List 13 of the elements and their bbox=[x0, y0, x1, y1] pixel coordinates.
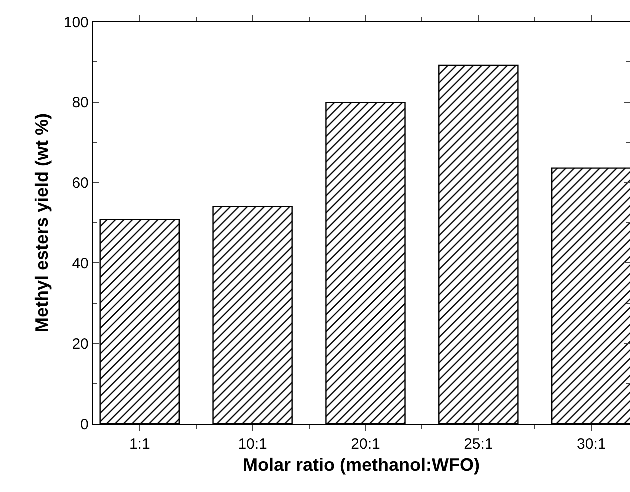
x-tick-label: 20:1 bbox=[351, 436, 380, 454]
x-axis-title: Molar ratio (methanol:WFO) bbox=[243, 455, 480, 476]
y-tick-label: 100 bbox=[64, 14, 89, 32]
y-tick-label: 40 bbox=[72, 255, 89, 272]
y-axis-title: Methyl esters yield (wt %) bbox=[32, 113, 52, 333]
y-tick-label: 80 bbox=[72, 94, 89, 112]
y-tick-label: 20 bbox=[72, 336, 89, 353]
x-tick-label: 25:1 bbox=[464, 436, 494, 454]
x-tick-label: 10:1 bbox=[238, 436, 268, 454]
y-tick-label: 60 bbox=[72, 175, 89, 192]
x-tick-label: 30:1 bbox=[577, 436, 606, 454]
x-tick-label: 1:1 bbox=[129, 436, 150, 454]
y-tick-label: 0 bbox=[80, 416, 89, 434]
